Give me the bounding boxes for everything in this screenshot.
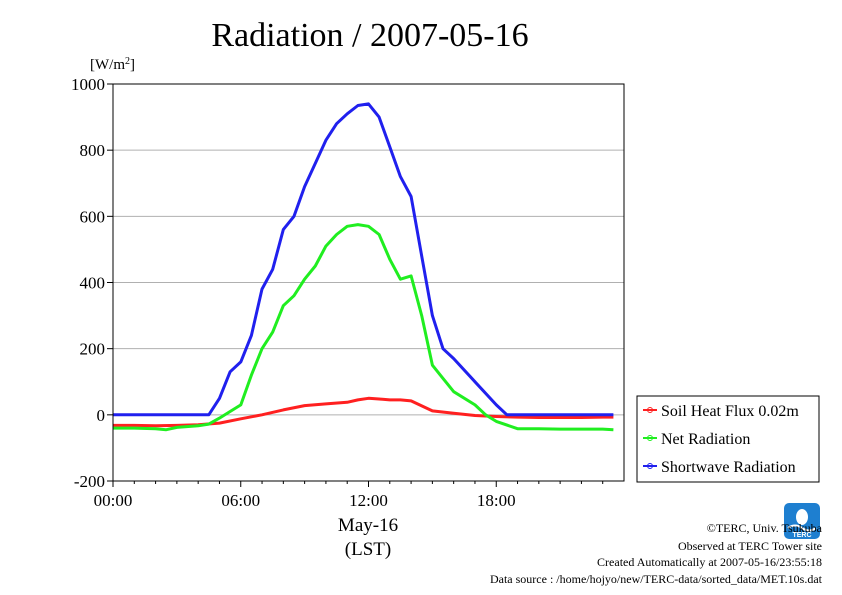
y-axis-unit: [W/m2] bbox=[90, 56, 135, 74]
series-lines bbox=[113, 102, 614, 432]
series-line-0 bbox=[113, 396, 614, 428]
created-text: Created Automatically at 2007-05-16/23:5… bbox=[597, 555, 822, 569]
y-tick-label: 600 bbox=[80, 207, 106, 226]
legend-label: Shortwave Radiation bbox=[661, 459, 796, 476]
legend-label: Soil Heat Flux 0.02m bbox=[661, 403, 799, 420]
y-tick-label: -200 bbox=[74, 472, 105, 491]
legend-marker bbox=[647, 407, 653, 413]
x-tick-label: 00:00 bbox=[94, 491, 133, 510]
legend: Soil Heat Flux 0.02m Net Radiation Shortwa… bbox=[636, 395, 820, 483]
series-line-1 bbox=[113, 223, 614, 432]
credits: ©TERC, Univ. Tsukuba Observed at TERC To… bbox=[490, 521, 823, 586]
x-axis: 00:00 06:00 12:00 18:00 bbox=[94, 481, 604, 510]
chart-title: Radiation / 2007-05-16 bbox=[211, 17, 528, 54]
series-line-2 bbox=[113, 102, 614, 417]
x-tick-label: 18:00 bbox=[477, 491, 516, 510]
copyright-text: ©TERC, Univ. Tsukuba bbox=[707, 521, 823, 535]
y-tick-label: 800 bbox=[80, 141, 106, 160]
terc-logo: TERC bbox=[784, 503, 820, 539]
legend-label: Net Radiation bbox=[661, 431, 750, 448]
logo-water-drop-icon bbox=[796, 509, 808, 525]
x-axis-date-label: May-16 bbox=[338, 515, 398, 536]
legend-marker bbox=[647, 435, 653, 441]
y-tick-label: 1000 bbox=[71, 75, 105, 94]
y-tick-label: 0 bbox=[97, 406, 106, 425]
logo-wave-icon bbox=[787, 524, 817, 532]
x-tick-label: 06:00 bbox=[221, 491, 260, 510]
site-text: Observed at TERC Tower site bbox=[678, 539, 822, 553]
legend-box bbox=[636, 395, 820, 483]
logo-text: TERC bbox=[792, 532, 811, 539]
gridlines bbox=[113, 83, 624, 482]
x-tick-label: 12:00 bbox=[349, 491, 388, 510]
legend-marker bbox=[647, 463, 653, 469]
source-text: Data source : /home/hojyo/new/TERC-data/… bbox=[490, 572, 823, 586]
y-axis: 1000 800 600 400 200 0 -200 bbox=[71, 75, 113, 491]
y-tick-label: 400 bbox=[80, 274, 106, 293]
plot-frame bbox=[112, 83, 625, 482]
y-tick-label: 200 bbox=[80, 340, 106, 359]
x-axis-timezone-label: (LST) bbox=[345, 539, 391, 560]
